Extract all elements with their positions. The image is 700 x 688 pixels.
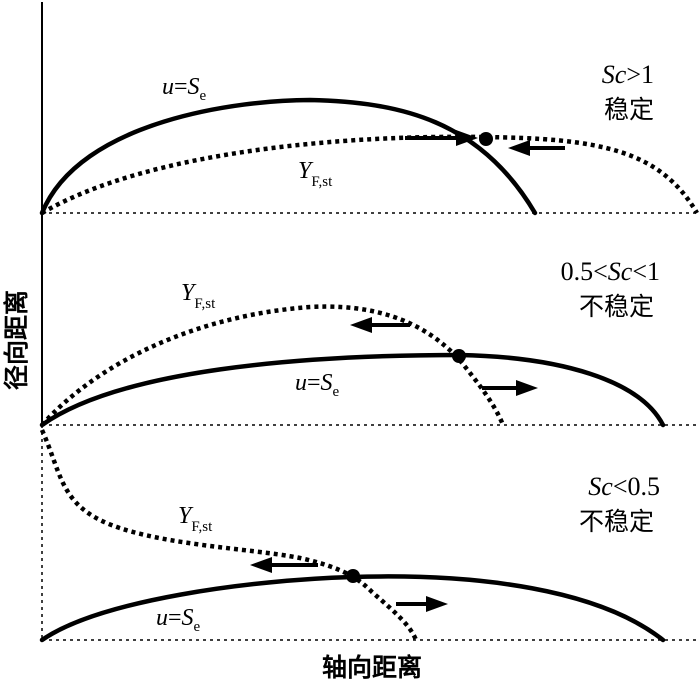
arrow-right [396, 596, 448, 612]
solid-curve-label: u=Se [295, 370, 340, 400]
arrow-left [508, 140, 565, 156]
stability-status: 不稳定 [579, 292, 654, 321]
panel-2: YF,st u=Se 0.5<Sc<1 不稳定 [39, 257, 666, 428]
intersection-point [452, 349, 466, 363]
arrow-left [350, 317, 410, 333]
stability-status: 不稳定 [579, 507, 654, 536]
arrow-right [405, 130, 478, 146]
solid-curve-u-equals-Se [39, 574, 666, 643]
dotted-curve-label: YF,st [178, 503, 213, 535]
dotted-curve-YF-st [40, 304, 506, 427]
arrow-left [250, 557, 318, 573]
solid-curve-u-equals-Se [39, 352, 666, 428]
intersection-point [346, 569, 360, 583]
dotted-curve-label: YF,st [181, 280, 216, 312]
dotted-curve-YF-st [40, 134, 699, 215]
solid-curve-label: u=Se [156, 605, 201, 635]
intersection-point [479, 132, 493, 146]
condition-label: Sc>1 [602, 60, 654, 89]
arrow-right [482, 380, 538, 396]
condition-label: 0.5<Sc<1 [561, 257, 660, 286]
stability-status: 稳定 [604, 95, 654, 124]
dotted-curve-YF-st [39, 429, 419, 641]
panel-1: u=Se YF,st Sc>1 稳定 [39, 60, 699, 216]
condition-label: Sc<0.5 [588, 472, 660, 501]
solid-curve-u-equals-Se [39, 97, 538, 216]
dotted-curve-label: YF,st [298, 158, 333, 190]
x-axis-label: 轴向距离 [322, 653, 422, 682]
solid-curve-label: u=Se [162, 74, 207, 104]
y-axis-label: 径向距离 [2, 290, 31, 390]
panel-3: YF,st u=Se Sc<0.5 不稳定 [39, 429, 666, 643]
